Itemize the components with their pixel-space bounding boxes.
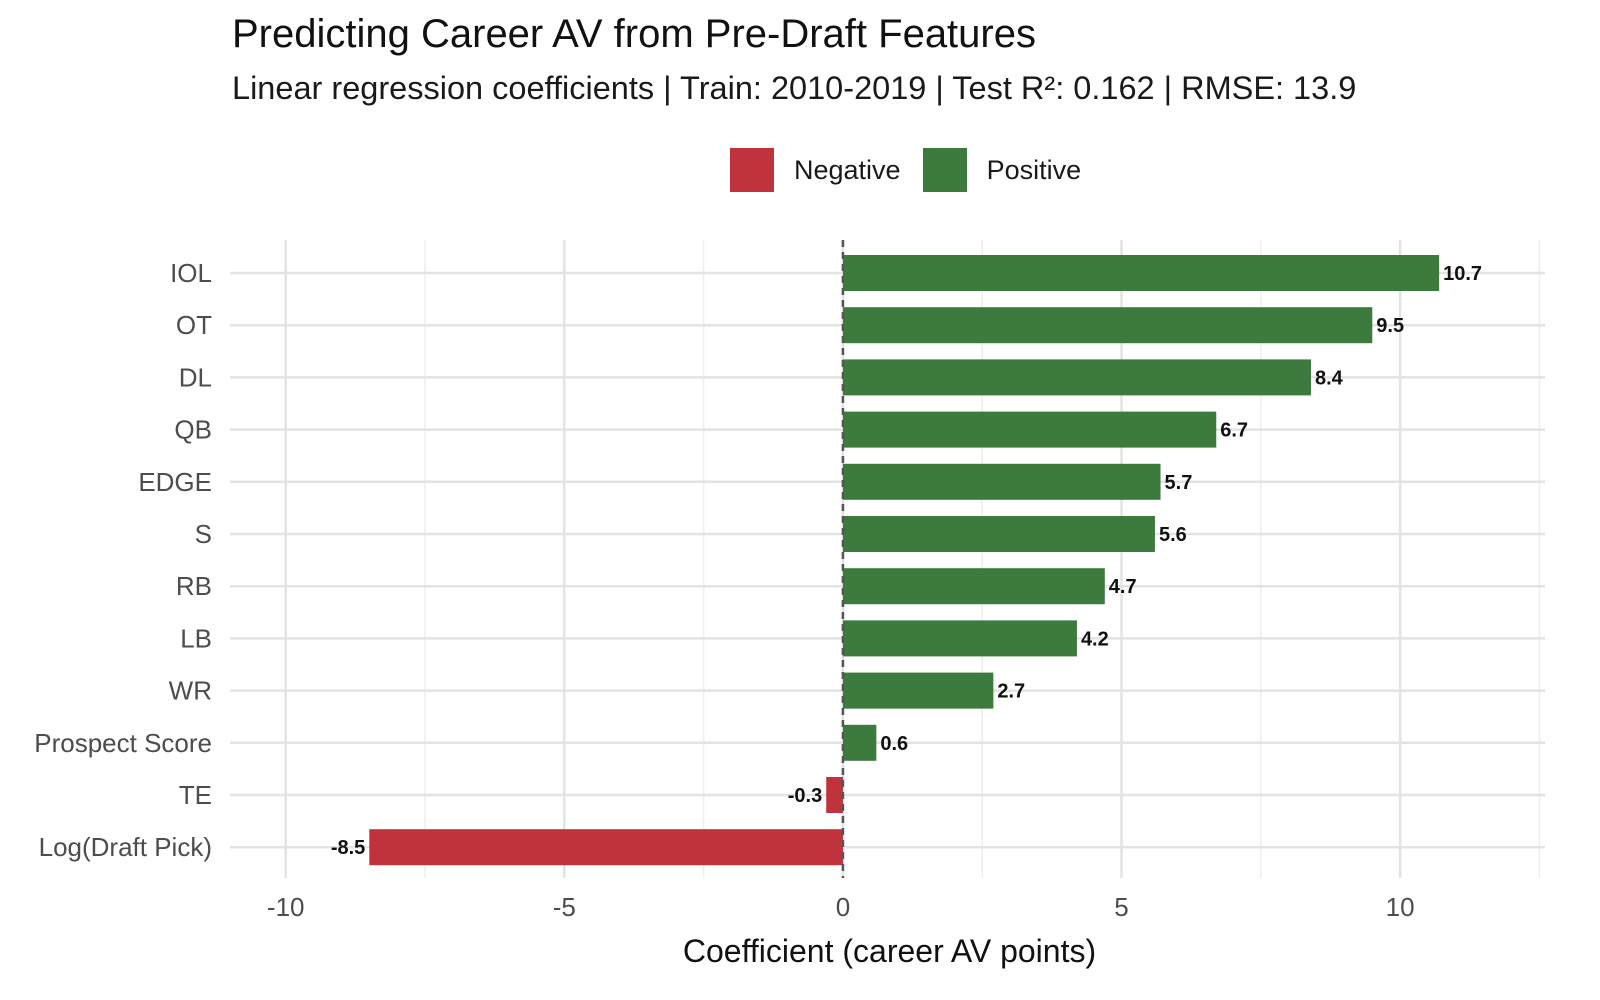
bar-ot — [842, 307, 1373, 344]
bar-log-draft-pick — [369, 829, 843, 866]
bar-layer — [369, 255, 1440, 866]
bar-value-label: 4.2 — [1081, 628, 1109, 650]
bar-value-label: 8.4 — [1315, 367, 1344, 389]
bar-s — [842, 516, 1155, 552]
bar-value-label: 4.7 — [1109, 576, 1137, 598]
bar-dl — [842, 359, 1311, 396]
legend: Negative Positive — [730, 148, 1103, 192]
axis-layer: IOL OT DL QB EDGE S RB LB WR Prospect Score TE Log(… — [34, 258, 1414, 922]
x-tick-label: 5 — [1114, 892, 1128, 922]
x-tick-label: -10 — [267, 892, 305, 922]
bar-iol — [842, 255, 1440, 291]
bar-value-label: -8.5 — [331, 837, 365, 859]
bar-value-label: 5.6 — [1159, 524, 1187, 546]
bar-edge — [842, 463, 1161, 500]
y-tick-label: S — [195, 519, 212, 549]
x-tick-label: 0 — [836, 892, 850, 922]
y-tick-label: WR — [169, 676, 212, 706]
legend-item-positive: Positive — [922, 148, 1082, 192]
legend-swatch-positive — [922, 148, 967, 192]
legend-label-negative: Negative — [794, 154, 901, 185]
x-tick-label: -5 — [553, 892, 576, 922]
legend-label-positive: Positive — [986, 154, 1082, 185]
bar-te — [826, 777, 843, 813]
bar-value-label: 6.7 — [1220, 420, 1248, 442]
bar-value-label: 5.7 — [1165, 472, 1193, 494]
y-tick-label: Prospect Score — [34, 728, 212, 758]
y-tick-label: QB — [174, 415, 212, 445]
legend-swatch-negative — [730, 148, 774, 192]
bar-value-label: 10.7 — [1443, 263, 1482, 285]
bar-lb — [842, 620, 1077, 657]
chart-title: Predicting Career AV from Pre-Draft Feat… — [232, 12, 1036, 56]
y-tick-label: TE — [179, 780, 212, 810]
x-tick-label: 10 — [1386, 892, 1415, 922]
bar-value-label: 9.5 — [1376, 315, 1404, 337]
bar-prospect-score — [842, 724, 877, 761]
y-tick-label: IOL — [170, 258, 212, 288]
bar-wr — [842, 672, 994, 709]
y-tick-label: DL — [179, 362, 212, 392]
y-tick-label: OT — [176, 310, 212, 340]
bar-value-label: -0.3 — [788, 785, 822, 807]
x-axis-title: Coefficient (career AV points) — [683, 933, 1096, 969]
bar-value-label: 2.7 — [997, 681, 1025, 703]
y-tick-label: Log(Draft Pick) — [39, 832, 212, 862]
bar-qb — [842, 411, 1217, 448]
y-tick-label: LB — [180, 623, 212, 653]
legend-item-negative: Negative — [730, 148, 901, 192]
chart-subtitle: Linear regression coefficients | Train: … — [232, 70, 1357, 106]
bar-value-label: 0.6 — [880, 733, 908, 755]
y-tick-label: RB — [176, 571, 212, 601]
label-layer: 10.7 9.5 8.4 6.7 5.7 5.6 4.7 4.2 2.7 0.6 -0.3 -8.5 — [331, 263, 1482, 859]
y-tick-label: EDGE — [138, 467, 212, 497]
bar-rb — [842, 568, 1105, 605]
